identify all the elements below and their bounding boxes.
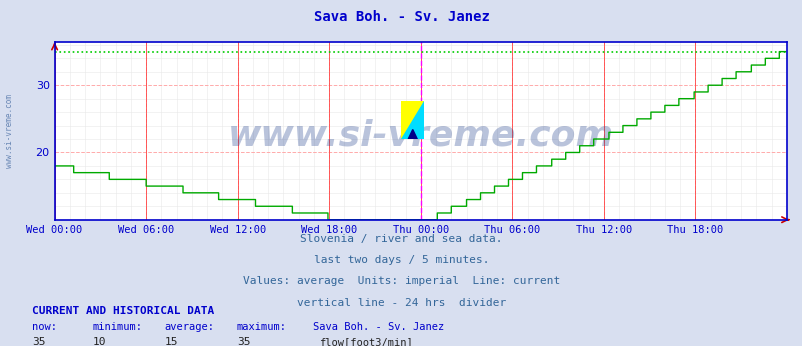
Text: Values: average  Units: imperial  Line: current: Values: average Units: imperial Line: cu… — [242, 276, 560, 286]
Text: www.si-vreme.com: www.si-vreme.com — [228, 119, 613, 153]
Text: www.si-vreme.com: www.si-vreme.com — [5, 94, 14, 167]
Text: vertical line - 24 hrs  divider: vertical line - 24 hrs divider — [297, 298, 505, 308]
Text: Sava Boh. - Sv. Janez: Sava Boh. - Sv. Janez — [313, 322, 444, 332]
Polygon shape — [407, 129, 417, 139]
Text: 35: 35 — [32, 337, 46, 346]
Text: CURRENT AND HISTORICAL DATA: CURRENT AND HISTORICAL DATA — [32, 306, 214, 316]
Text: average:: average: — [164, 322, 214, 332]
Text: 10: 10 — [92, 337, 106, 346]
Text: maximum:: maximum: — [237, 322, 286, 332]
Polygon shape — [401, 101, 423, 139]
Text: last two days / 5 minutes.: last two days / 5 minutes. — [314, 255, 488, 265]
Text: 15: 15 — [164, 337, 178, 346]
Polygon shape — [401, 101, 423, 139]
Text: flow[foot3/min]: flow[foot3/min] — [318, 337, 412, 346]
Text: Slovenia / river and sea data.: Slovenia / river and sea data. — [300, 234, 502, 244]
Text: 35: 35 — [237, 337, 250, 346]
Text: Sava Boh. - Sv. Janez: Sava Boh. - Sv. Janez — [313, 10, 489, 24]
Text: now:: now: — [32, 322, 57, 332]
Text: minimum:: minimum: — [92, 322, 142, 332]
